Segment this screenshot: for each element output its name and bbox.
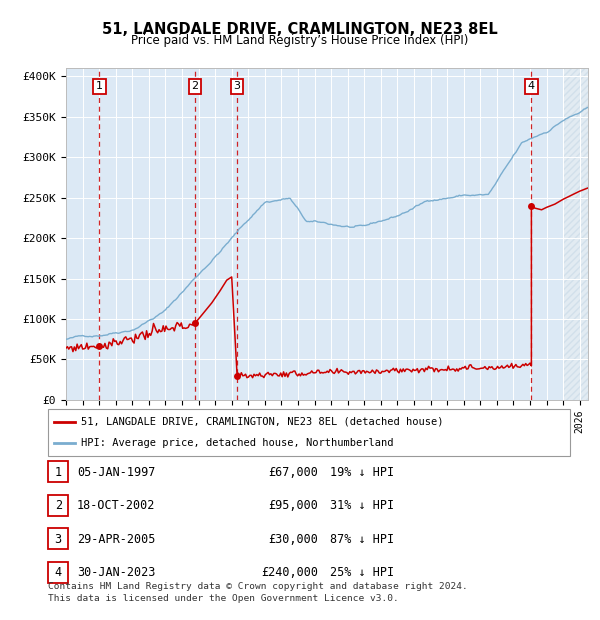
- Text: 30-JAN-2023: 30-JAN-2023: [77, 567, 155, 579]
- Text: Price paid vs. HM Land Registry’s House Price Index (HPI): Price paid vs. HM Land Registry’s House …: [131, 34, 469, 47]
- Bar: [563, 68, 588, 400]
- Text: £240,000: £240,000: [261, 567, 318, 579]
- Text: Contains HM Land Registry data © Crown copyright and database right 2024.: Contains HM Land Registry data © Crown c…: [48, 582, 468, 591]
- Text: 19% ↓ HPI: 19% ↓ HPI: [330, 466, 394, 479]
- Text: £30,000: £30,000: [268, 533, 318, 546]
- Text: 31% ↓ HPI: 31% ↓ HPI: [330, 500, 394, 512]
- Text: 25% ↓ HPI: 25% ↓ HPI: [330, 567, 394, 579]
- Text: 51, LANGDALE DRIVE, CRAMLINGTON, NE23 8EL: 51, LANGDALE DRIVE, CRAMLINGTON, NE23 8E…: [102, 22, 498, 37]
- Text: 2: 2: [191, 81, 199, 91]
- Text: 1: 1: [96, 81, 103, 91]
- Text: 87% ↓ HPI: 87% ↓ HPI: [330, 533, 394, 546]
- Text: HPI: Average price, detached house, Northumberland: HPI: Average price, detached house, Nort…: [81, 438, 394, 448]
- Text: 2: 2: [55, 500, 62, 512]
- Text: 4: 4: [55, 567, 62, 579]
- Text: 18-OCT-2002: 18-OCT-2002: [77, 500, 155, 512]
- Text: 05-JAN-1997: 05-JAN-1997: [77, 466, 155, 479]
- Text: 3: 3: [233, 81, 241, 91]
- Text: 51, LANGDALE DRIVE, CRAMLINGTON, NE23 8EL (detached house): 51, LANGDALE DRIVE, CRAMLINGTON, NE23 8E…: [81, 417, 443, 427]
- Text: £95,000: £95,000: [268, 500, 318, 512]
- Text: 3: 3: [55, 533, 62, 546]
- Text: 29-APR-2005: 29-APR-2005: [77, 533, 155, 546]
- Text: 4: 4: [528, 81, 535, 91]
- Text: 1: 1: [55, 466, 62, 479]
- Text: This data is licensed under the Open Government Licence v3.0.: This data is licensed under the Open Gov…: [48, 593, 399, 603]
- Bar: [563, 68, 588, 400]
- Text: £67,000: £67,000: [268, 466, 318, 479]
